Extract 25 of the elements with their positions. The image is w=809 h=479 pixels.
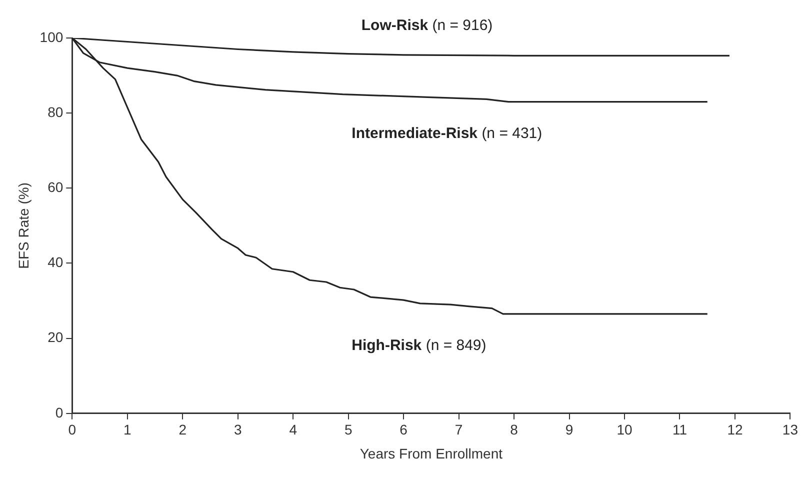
x-tick-label: 3	[234, 422, 242, 438]
x-tick-label: 5	[344, 422, 352, 438]
x-tick-label: 10	[616, 422, 633, 438]
x-tick-label: 7	[454, 422, 463, 438]
y-tick-label: 20	[48, 329, 64, 346]
x-tick-label: 0	[68, 422, 76, 438]
series-label: High-Risk (n = 849)	[352, 337, 486, 354]
y-tick-label: 100	[40, 28, 64, 45]
y-tick-label: 0	[55, 404, 64, 420]
y-tick-label: 40	[48, 254, 64, 270]
x-tick-label: 1	[123, 422, 132, 438]
x-tick-label: 11	[672, 422, 688, 438]
x-tick-label: 6	[400, 422, 408, 438]
series-label: Intermediate-Risk (n = 431)	[352, 124, 542, 142]
x-tick-label: 12	[727, 422, 743, 438]
y-tick-label: 60	[48, 179, 64, 196]
x-tick-label: 8	[510, 422, 518, 438]
series-label: Low-Risk (n = 916)	[361, 16, 493, 34]
x-axis-title: Years From Enrollment	[360, 445, 503, 462]
x-tick-label: 9	[565, 422, 574, 438]
x-tick-label: 4	[289, 422, 298, 438]
y-tick-label: 80	[48, 104, 64, 120]
x-tick-label: 2	[178, 422, 187, 438]
x-tick-label: 13	[782, 422, 798, 438]
y-axis-title: EFS Rate (%)	[15, 182, 32, 269]
